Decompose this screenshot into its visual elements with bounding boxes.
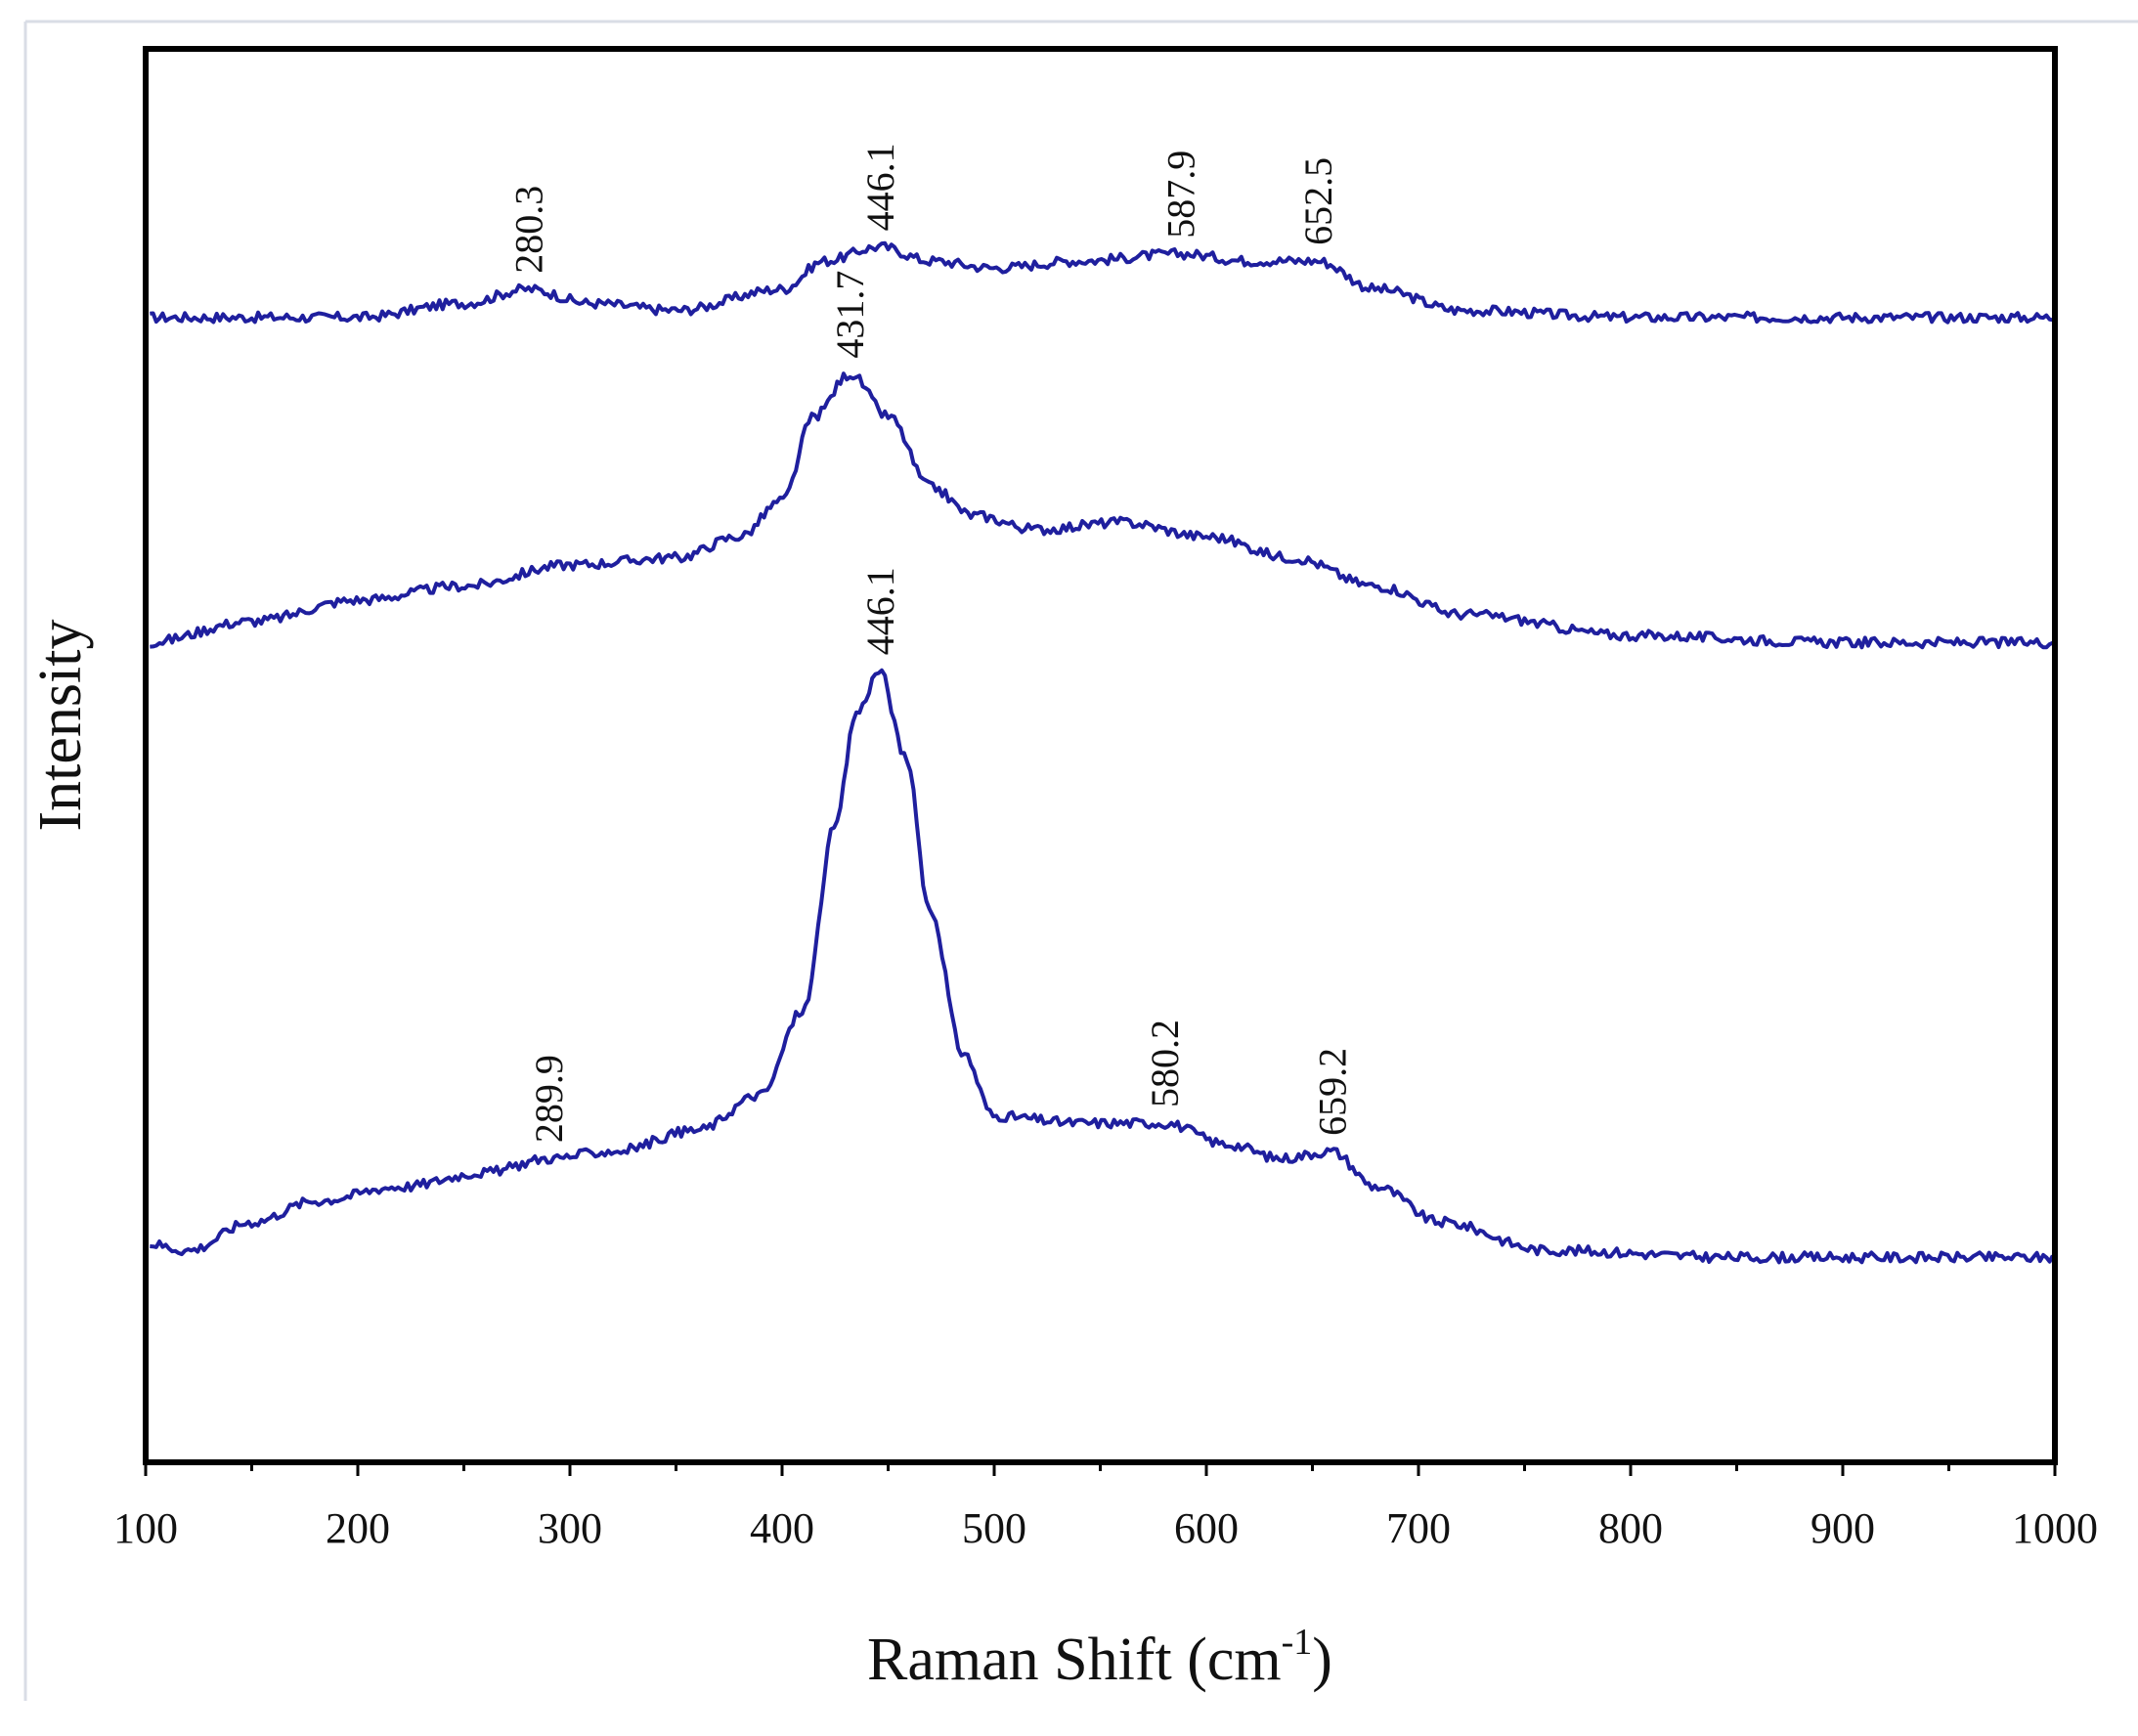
series-line-top [150,240,2054,325]
series-line-bottom [150,668,2055,1265]
peak-label-bottom-0: 289.9 [527,1055,571,1143]
x-tick-label: 800 [1598,1504,1663,1552]
peak-label-bottom-1: 446.1 [858,567,902,655]
x-tick-label: 300 [538,1504,602,1552]
x-tick-label: 100 [113,1504,178,1552]
x-tick-label: 700 [1386,1504,1451,1552]
x-axis-label: Raman Shift (cm-1) [867,1622,1332,1693]
peak-label-top-0: 280.3 [506,186,550,274]
peak-label-middle-0: 431.7 [828,271,872,359]
peak-label-bottom-3: 659.2 [1311,1048,1355,1136]
y-axis-label: Intensity [27,620,94,832]
x-tick-label: 200 [326,1504,390,1552]
x-axis-ticks: 100 200 300 400 500 600 700 800 900 1000 [113,1462,2098,1552]
x-tick-label: 600 [1174,1504,1239,1552]
x-axis-label-superscript: -1 [1282,1622,1313,1663]
peak-label-top-2: 587.9 [1159,151,1203,239]
x-tick-label: 400 [750,1504,814,1552]
series-layer [150,240,2055,1265]
x-tick-label: 900 [1811,1504,1875,1552]
series-line-middle [150,371,2054,650]
x-tick-label: 1000 [2012,1504,2098,1552]
peak-label-top-3: 652.5 [1296,157,1340,245]
peak-label-layer: 280.3 446.1 587.9 652.5 431.7 289.9 446.1 580.2… [506,143,1354,1143]
x-tick-label: 500 [962,1504,1026,1552]
peak-label-bottom-2: 580.2 [1143,1020,1187,1107]
peak-label-top-1: 446.1 [858,143,902,231]
